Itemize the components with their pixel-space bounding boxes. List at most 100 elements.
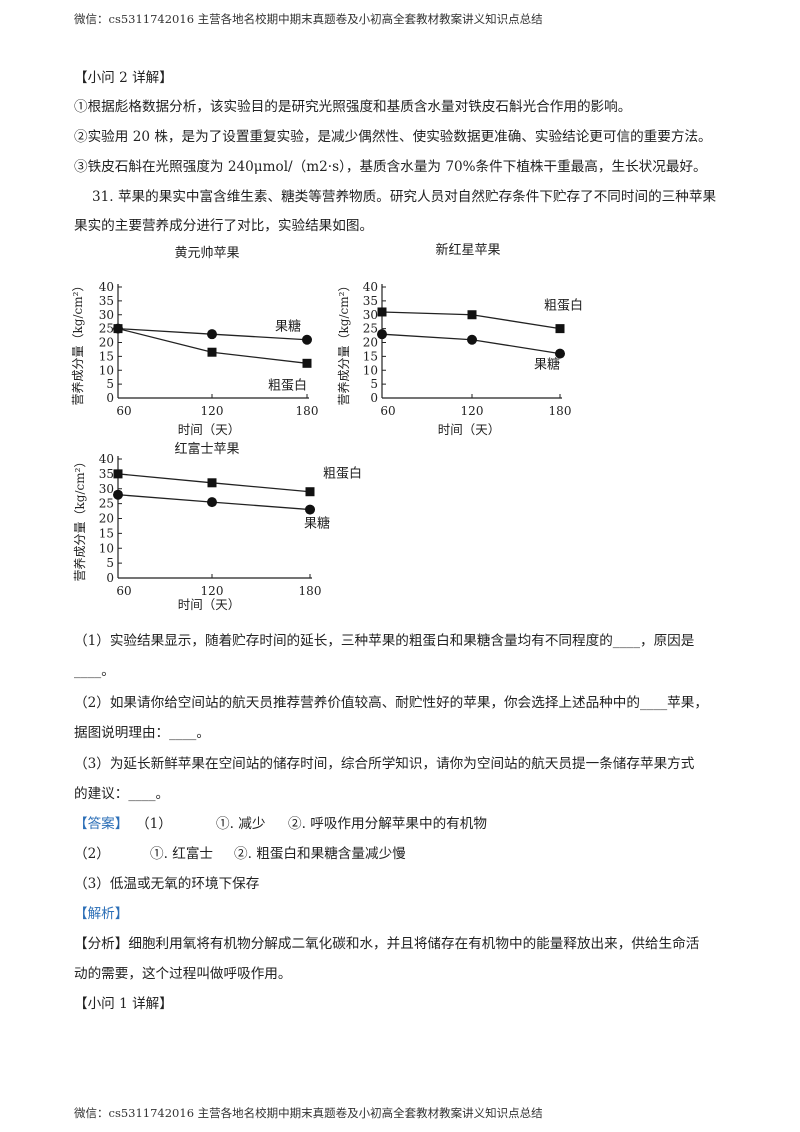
x-tick-label: 180 — [299, 584, 322, 598]
data-point-square — [305, 487, 315, 497]
x-axis-label: 时间（天） — [438, 422, 501, 437]
paragraph-3: ③铁皮石斛在光照强度为 240μmol/（m2·s），基质含水量为 70%条件下… — [74, 159, 707, 175]
data-point-square — [207, 478, 217, 488]
section-q2-title: 【小问 2 详解】 — [74, 70, 173, 86]
series-line — [381, 311, 561, 330]
y-tick-label: 15 — [363, 349, 378, 363]
answer-tag: 【答案】 — [74, 816, 129, 832]
data-point-circle — [207, 329, 217, 340]
answer-2-a: ①. 红富士 — [150, 846, 214, 862]
y-tick-label: 10 — [99, 541, 114, 555]
series-label: 果糖 — [275, 319, 301, 335]
x-tick-label: 120 — [201, 404, 224, 418]
analysis-line-1: 【分析】细胞利用氧将有机物分解成二氧化碳和水，并且将储存在有机物中的能量释放出来… — [74, 932, 699, 952]
y-tick-label: 25 — [99, 497, 114, 511]
y-tick-label: 20 — [363, 336, 378, 350]
series-line — [381, 333, 561, 355]
x-tick-label: 120 — [461, 404, 484, 418]
y-tick-label: 5 — [370, 377, 378, 391]
y-tick-label: 40 — [363, 280, 378, 294]
x-tick-label: 60 — [116, 404, 131, 418]
analysis-head: 【分析】 — [74, 936, 129, 952]
y-tick-label: 35 — [99, 467, 114, 481]
data-point-square — [113, 324, 123, 334]
answer-1-number: （1） — [136, 816, 172, 832]
analysis-tag: 【解析】 — [74, 906, 129, 922]
data-point-circle — [305, 504, 315, 515]
question-3-line-1: （3）为延长新鲜苹果在空间站的储存时间，综合所学知识，请你为空间站的航天员提一条… — [74, 756, 695, 772]
question-3-line-2: 的建议：____。 — [74, 786, 170, 802]
data-point-circle — [113, 489, 123, 500]
question-2-line-1: （2）如果请你给空间站的航天员推荐营养价值较高、耐贮性好的苹果，你会选择上述品种… — [74, 695, 708, 711]
section-q1-title: 【小问 1 详解】 — [74, 996, 173, 1012]
x-tick-label: 120 — [201, 584, 224, 598]
y-tick-label: 30 — [99, 482, 114, 496]
y-tick-label: 15 — [99, 349, 114, 363]
answer-1-b: ②. 呼吸作用分解苹果中的有机物 — [288, 816, 487, 832]
series-label: 粗蛋白 — [268, 377, 307, 393]
x-tick-label: 60 — [116, 584, 131, 598]
y-tick-label: 5 — [106, 377, 114, 391]
data-point-circle — [467, 334, 477, 345]
data-point-circle — [377, 329, 387, 340]
y-axis-label: 营养成分量（kg/cm²） — [70, 280, 85, 406]
y-tick-label: 5 — [106, 556, 114, 570]
chart-title: 黄元帅苹果 — [174, 246, 239, 261]
data-point-circle — [555, 348, 565, 359]
y-tick-label: 20 — [99, 512, 114, 526]
data-point-square — [302, 358, 312, 368]
y-tick-label: 35 — [99, 294, 114, 308]
series-line — [117, 327, 308, 364]
y-tick-label: 10 — [99, 363, 114, 377]
data-point-square — [207, 347, 217, 357]
data-point-square — [377, 307, 387, 317]
y-tick-label: 35 — [363, 294, 378, 308]
page-header: 微信：cs5311742016 主营各地名校期中期末真题卷及小初高全套教材教案讲… — [74, 12, 543, 26]
chart-title: 红富士苹果 — [174, 441, 239, 457]
y-tick-label: 0 — [106, 391, 114, 405]
answer-2-number: （2） — [74, 846, 110, 862]
y-tick-label: 30 — [363, 308, 378, 322]
x-tick-label: 180 — [296, 404, 319, 418]
answer-3: （3）低温或无氧的环境下保存 — [74, 876, 260, 892]
y-axis-label: 营养成分量（kg/cm²） — [336, 280, 351, 406]
answer-1-a: ①. 减少 — [216, 816, 266, 832]
y-tick-label: 10 — [363, 363, 378, 377]
y-tick-label: 25 — [99, 322, 114, 336]
data-point-square — [467, 310, 477, 320]
question-1-line-1: （1）实验结果显示，随着贮存时间的延长，三种苹果的粗蛋白和果糖含量均有不同程度的… — [74, 633, 695, 649]
x-tick-label: 180 — [549, 404, 572, 418]
chart-title: 新红星苹果 — [435, 242, 500, 258]
paragraph-2: ②实验用 20 株，是为了设置重复实验，是减少偶然性、使实验数据更准确、实验结论… — [74, 129, 712, 145]
x-axis-label: 时间（天） — [178, 422, 241, 437]
question-2-line-2: 据图说明理由：____。 — [74, 725, 210, 741]
analysis-line-2: 动的需要，这个过程叫做呼吸作用。 — [74, 966, 292, 982]
series-line — [117, 473, 311, 493]
paragraph-1: ①根据彪格数据分析，该实验目的是研究光照强度和基质含水量对铁皮石斛光合作用的影响… — [74, 99, 632, 115]
analysis-text-1: 细胞利用氧将有机物分解成二氧化碳和水，并且将储存在有机物中的能量释放出来，供给生… — [128, 936, 700, 952]
data-point-circle — [302, 334, 312, 345]
question-31-line-2: 果实的主要营养成分进行了对比，实验结果如图。 — [74, 218, 374, 234]
series-label: 粗蛋白 — [323, 466, 362, 482]
answer-2-b: ②. 粗蛋白和果糖含量减少慢 — [234, 846, 406, 862]
question-31-line-1: 31. 苹果的果实中富含维生素、糖类等营养物质。研究人员对自然贮存条件下贮存了不… — [92, 189, 717, 205]
y-tick-label: 0 — [106, 571, 114, 585]
y-tick-label: 25 — [363, 322, 378, 336]
series-label: 果糖 — [534, 357, 560, 373]
y-tick-label: 30 — [99, 308, 114, 322]
y-tick-label: 40 — [99, 280, 114, 294]
y-tick-label: 20 — [99, 336, 114, 350]
x-axis-label: 时间（天） — [178, 597, 241, 612]
y-tick-label: 15 — [99, 526, 114, 540]
series-label: 粗蛋白 — [544, 298, 583, 314]
data-point-circle — [207, 497, 217, 508]
page-footer: 微信：cs5311742016 主营各地名校期中期末真题卷及小初高全套教材教案讲… — [74, 1106, 543, 1120]
data-point-circle — [113, 323, 123, 334]
y-tick-label: 40 — [99, 452, 114, 466]
x-tick-label: 60 — [380, 404, 395, 418]
y-axis-label: 营养成分量（kg/cm²） — [72, 456, 87, 582]
question-1-line-2: ____。 — [74, 663, 115, 679]
series-line — [117, 494, 311, 511]
y-tick-label: 0 — [370, 391, 378, 405]
series-line — [117, 327, 308, 341]
